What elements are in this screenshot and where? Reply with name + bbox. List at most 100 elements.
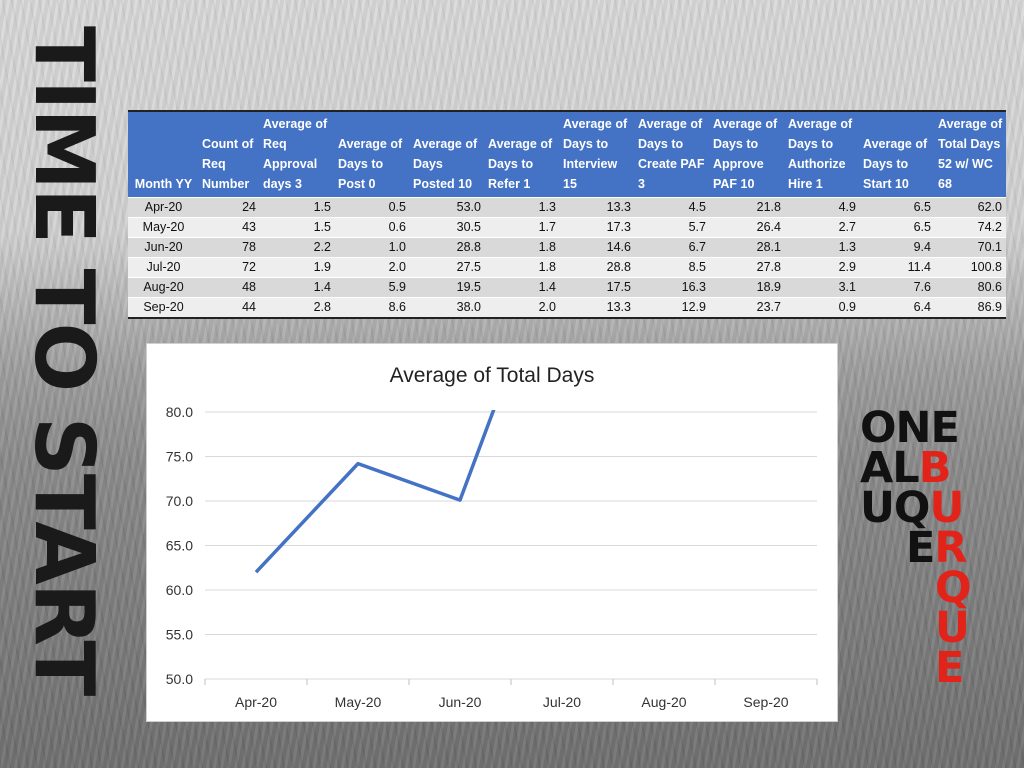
table-cell-value: 1.4 [485, 277, 560, 298]
table-cell-value: 1.8 [485, 237, 560, 258]
header-days-to-approve-paf: Average of Days to Approve PAF 10 [710, 111, 785, 198]
table-cell-value: 8.6 [335, 297, 410, 318]
y-tick-label: 70.0 [166, 493, 193, 509]
table-cell-value: 44 [199, 297, 260, 318]
side-title: TIME TO START [16, 26, 111, 695]
x-tick-label: Jul-20 [543, 694, 581, 710]
y-tick-label: 60.0 [166, 582, 193, 598]
table-cell-value: 0.9 [785, 297, 860, 318]
table-cell-value: 28.8 [560, 257, 635, 278]
header-days-to-create-paf: Average of Days to Create PAF 3 [635, 111, 710, 198]
logo-red-letters: B [918, 443, 952, 493]
table-cell-value: 2.0 [335, 257, 410, 278]
table-cell-value: 1.7 [485, 217, 560, 238]
table-cell-value: 2.8 [260, 297, 335, 318]
table-cell-value: 28.1 [710, 237, 785, 258]
table-cell-value: 43 [199, 217, 260, 238]
logo-line: Q [860, 567, 972, 610]
y-tick-label: 75.0 [166, 449, 193, 465]
table-cell-value: 1.4 [260, 277, 335, 298]
logo-red-letters: R [934, 523, 967, 573]
table-cell-value: 26.4 [710, 217, 785, 238]
logo-line: ER [860, 527, 970, 570]
x-tick-label: Aug-20 [641, 694, 686, 710]
table-cell-value: 86.9 [935, 297, 1006, 318]
table-cell-value: 17.3 [560, 217, 635, 238]
header-days-to-refer: Average of Days to Refer 1 [485, 111, 560, 198]
table-row: Jun-20 78 2.2 1.0 28.8 1.8 14.6 6.7 28.1 1.3 9.4 70… [128, 237, 1006, 258]
table-cell-value: 53.0 [410, 197, 485, 218]
table-cell-value: 11.4 [860, 257, 935, 278]
table-cell-value: 1.8 [485, 257, 560, 278]
table-cell-value: 72 [199, 257, 260, 278]
table-cell-value: 30.5 [410, 217, 485, 238]
table-cell-value: 23.7 [710, 297, 785, 318]
header-days-to-authorize-hire: Average of Days to Authorize Hire 1 [785, 111, 860, 198]
chart-title: Average of Total Days [390, 364, 595, 387]
table-cell-value: 6.4 [860, 297, 935, 318]
table-row: Sep-20 44 2.8 8.6 38.0 2.0 13.3 12.9 23.7 0.9 6.4 8… [128, 297, 1006, 318]
table-cell-value: 24 [199, 197, 260, 218]
table-cell-value: 1.5 [260, 197, 335, 218]
logo-line: UQU [860, 487, 970, 530]
total-days-chart: Average of Total Days 50.0 55.0 60.0 65.0 70… [146, 343, 838, 722]
table-cell-value: 18.9 [710, 277, 785, 298]
table-cell-value: 74.2 [935, 217, 1006, 238]
table-row: May-20 43 1.5 0.6 30.5 1.7 17.3 5.7 26.4 2.7 6.5 74… [128, 217, 1006, 238]
table-cell-value: 1.3 [785, 237, 860, 258]
table-cell-value: 6.7 [635, 237, 710, 258]
table-cell-value: 1.3 [485, 197, 560, 218]
y-tick-label: 80.0 [166, 404, 193, 420]
table-cell-value: 100.8 [935, 257, 1006, 278]
y-tick-label: 55.0 [166, 627, 193, 643]
table-cell-value: 19.5 [410, 277, 485, 298]
table-cell-month: Jun-20 [128, 237, 199, 258]
table-cell-month: May-20 [128, 217, 199, 238]
table-cell-month: Jul-20 [128, 257, 199, 278]
table-cell-month: Apr-20 [128, 197, 199, 218]
table-cell-value: 1.5 [260, 217, 335, 238]
table-cell-value: 8.5 [635, 257, 710, 278]
table-cell-value: 27.8 [710, 257, 785, 278]
table-cell-value: 14.6 [560, 237, 635, 258]
table-cell-value: 16.3 [635, 277, 710, 298]
table-cell-value: 13.3 [560, 197, 635, 218]
table-cell-value: 2.2 [260, 237, 335, 258]
table-cell-value: 5.9 [335, 277, 410, 298]
one-albuquerque-logo: ONE ALB UQU ER Q U E [860, 407, 972, 690]
table-cell-value: 70.1 [935, 237, 1006, 258]
x-tick-label: Sep-20 [743, 694, 788, 710]
chart-svg: Average of Total Days 50.0 55.0 60.0 65.0 70… [166, 364, 818, 710]
table-cell-value: 6.5 [860, 197, 935, 218]
table-cell-value: 2.0 [485, 297, 560, 318]
table-cell-value: 2.7 [785, 217, 860, 238]
table-cell-value: 4.9 [785, 197, 860, 218]
y-tick-label: 65.0 [166, 538, 193, 554]
header-total-days: Average of Total Days 52 w/ WC 68 [935, 111, 1006, 198]
logo-red-letters: U [935, 603, 970, 653]
logo-black-letters: AL [860, 443, 920, 493]
logo-black-letters: UQ [860, 483, 930, 533]
table-cell-value: 21.8 [710, 197, 785, 218]
x-tick-label: Apr-20 [235, 694, 277, 710]
logo-black-letters: E [906, 523, 935, 573]
table-cell-value: 0.5 [335, 197, 410, 218]
logo-line: U [860, 607, 970, 650]
table-cell-value: 13.3 [560, 297, 635, 318]
header-days-to-interview: Average of Days to Interview 15 [560, 111, 635, 198]
y-tick-label: 50.0 [166, 671, 193, 687]
table-cell-value: 27.5 [410, 257, 485, 278]
table-row: Aug-20 48 1.4 5.9 19.5 1.4 17.5 16.3 18.9 3.1 7.6 8… [128, 277, 1006, 298]
table-cell-value: 80.6 [935, 277, 1006, 298]
header-count-req: Count of Req Number [199, 111, 260, 198]
logo-red-letters: E [935, 643, 964, 693]
header-month: Month YY [128, 111, 199, 198]
table-cell-value: 3.1 [785, 277, 860, 298]
x-tick-label: May-20 [335, 694, 382, 710]
table-cell-value: 1.9 [260, 257, 335, 278]
table-cell-value: 28.8 [410, 237, 485, 258]
table-cell-value: 4.5 [635, 197, 710, 218]
table-cell-value: 38.0 [410, 297, 485, 318]
time-to-start-table: Month YY Count of Req Number Average of … [128, 110, 1006, 319]
table-cell-value: 7.6 [860, 277, 935, 298]
